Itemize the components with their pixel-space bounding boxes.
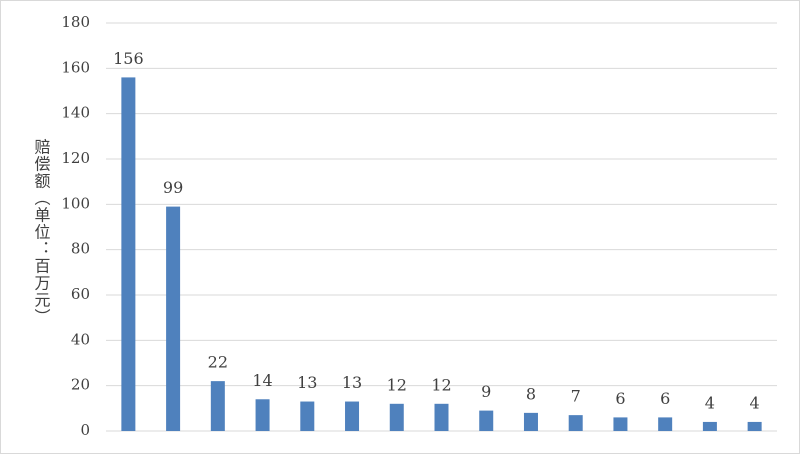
data-label: 6 xyxy=(660,389,670,408)
y-tick-label: 60 xyxy=(71,285,90,303)
bar xyxy=(523,412,538,431)
data-label: 13 xyxy=(342,373,362,392)
bar xyxy=(166,206,181,431)
bar xyxy=(568,415,583,431)
y-tick-label: 180 xyxy=(61,13,90,31)
bar xyxy=(434,403,449,431)
data-label: 12 xyxy=(431,375,451,394)
bar xyxy=(613,417,628,431)
data-label: 4 xyxy=(705,393,715,412)
bar xyxy=(345,401,360,431)
data-label: 99 xyxy=(163,178,183,197)
y-tick-label: 0 xyxy=(80,421,90,439)
y-tick-label: 100 xyxy=(61,194,90,212)
data-label: 6 xyxy=(615,389,625,408)
data-label: 12 xyxy=(387,375,407,394)
y-tick-label: 120 xyxy=(61,149,90,167)
bar xyxy=(121,77,136,432)
bar xyxy=(479,410,494,431)
data-label: 8 xyxy=(526,384,536,403)
data-label: 22 xyxy=(208,353,228,372)
bar xyxy=(747,421,762,431)
y-axis-label: 赔偿额（单位：百万元） xyxy=(32,139,51,326)
data-label: 13 xyxy=(297,373,317,392)
y-tick-label: 140 xyxy=(61,104,90,122)
bar xyxy=(389,403,404,431)
y-tick-label: 80 xyxy=(71,240,90,258)
y-tick-label: 40 xyxy=(71,330,90,348)
bar xyxy=(210,381,225,431)
data-label: 156 xyxy=(113,49,144,68)
bar xyxy=(300,401,315,431)
data-label: 9 xyxy=(481,382,491,401)
data-label: 4 xyxy=(750,393,760,412)
y-tick-label: 20 xyxy=(71,376,90,394)
data-label: 14 xyxy=(252,371,272,390)
bar xyxy=(255,399,270,431)
y-tick-label: 160 xyxy=(61,58,90,76)
bar xyxy=(658,417,673,431)
data-label: 7 xyxy=(571,387,581,406)
bar xyxy=(702,421,717,431)
